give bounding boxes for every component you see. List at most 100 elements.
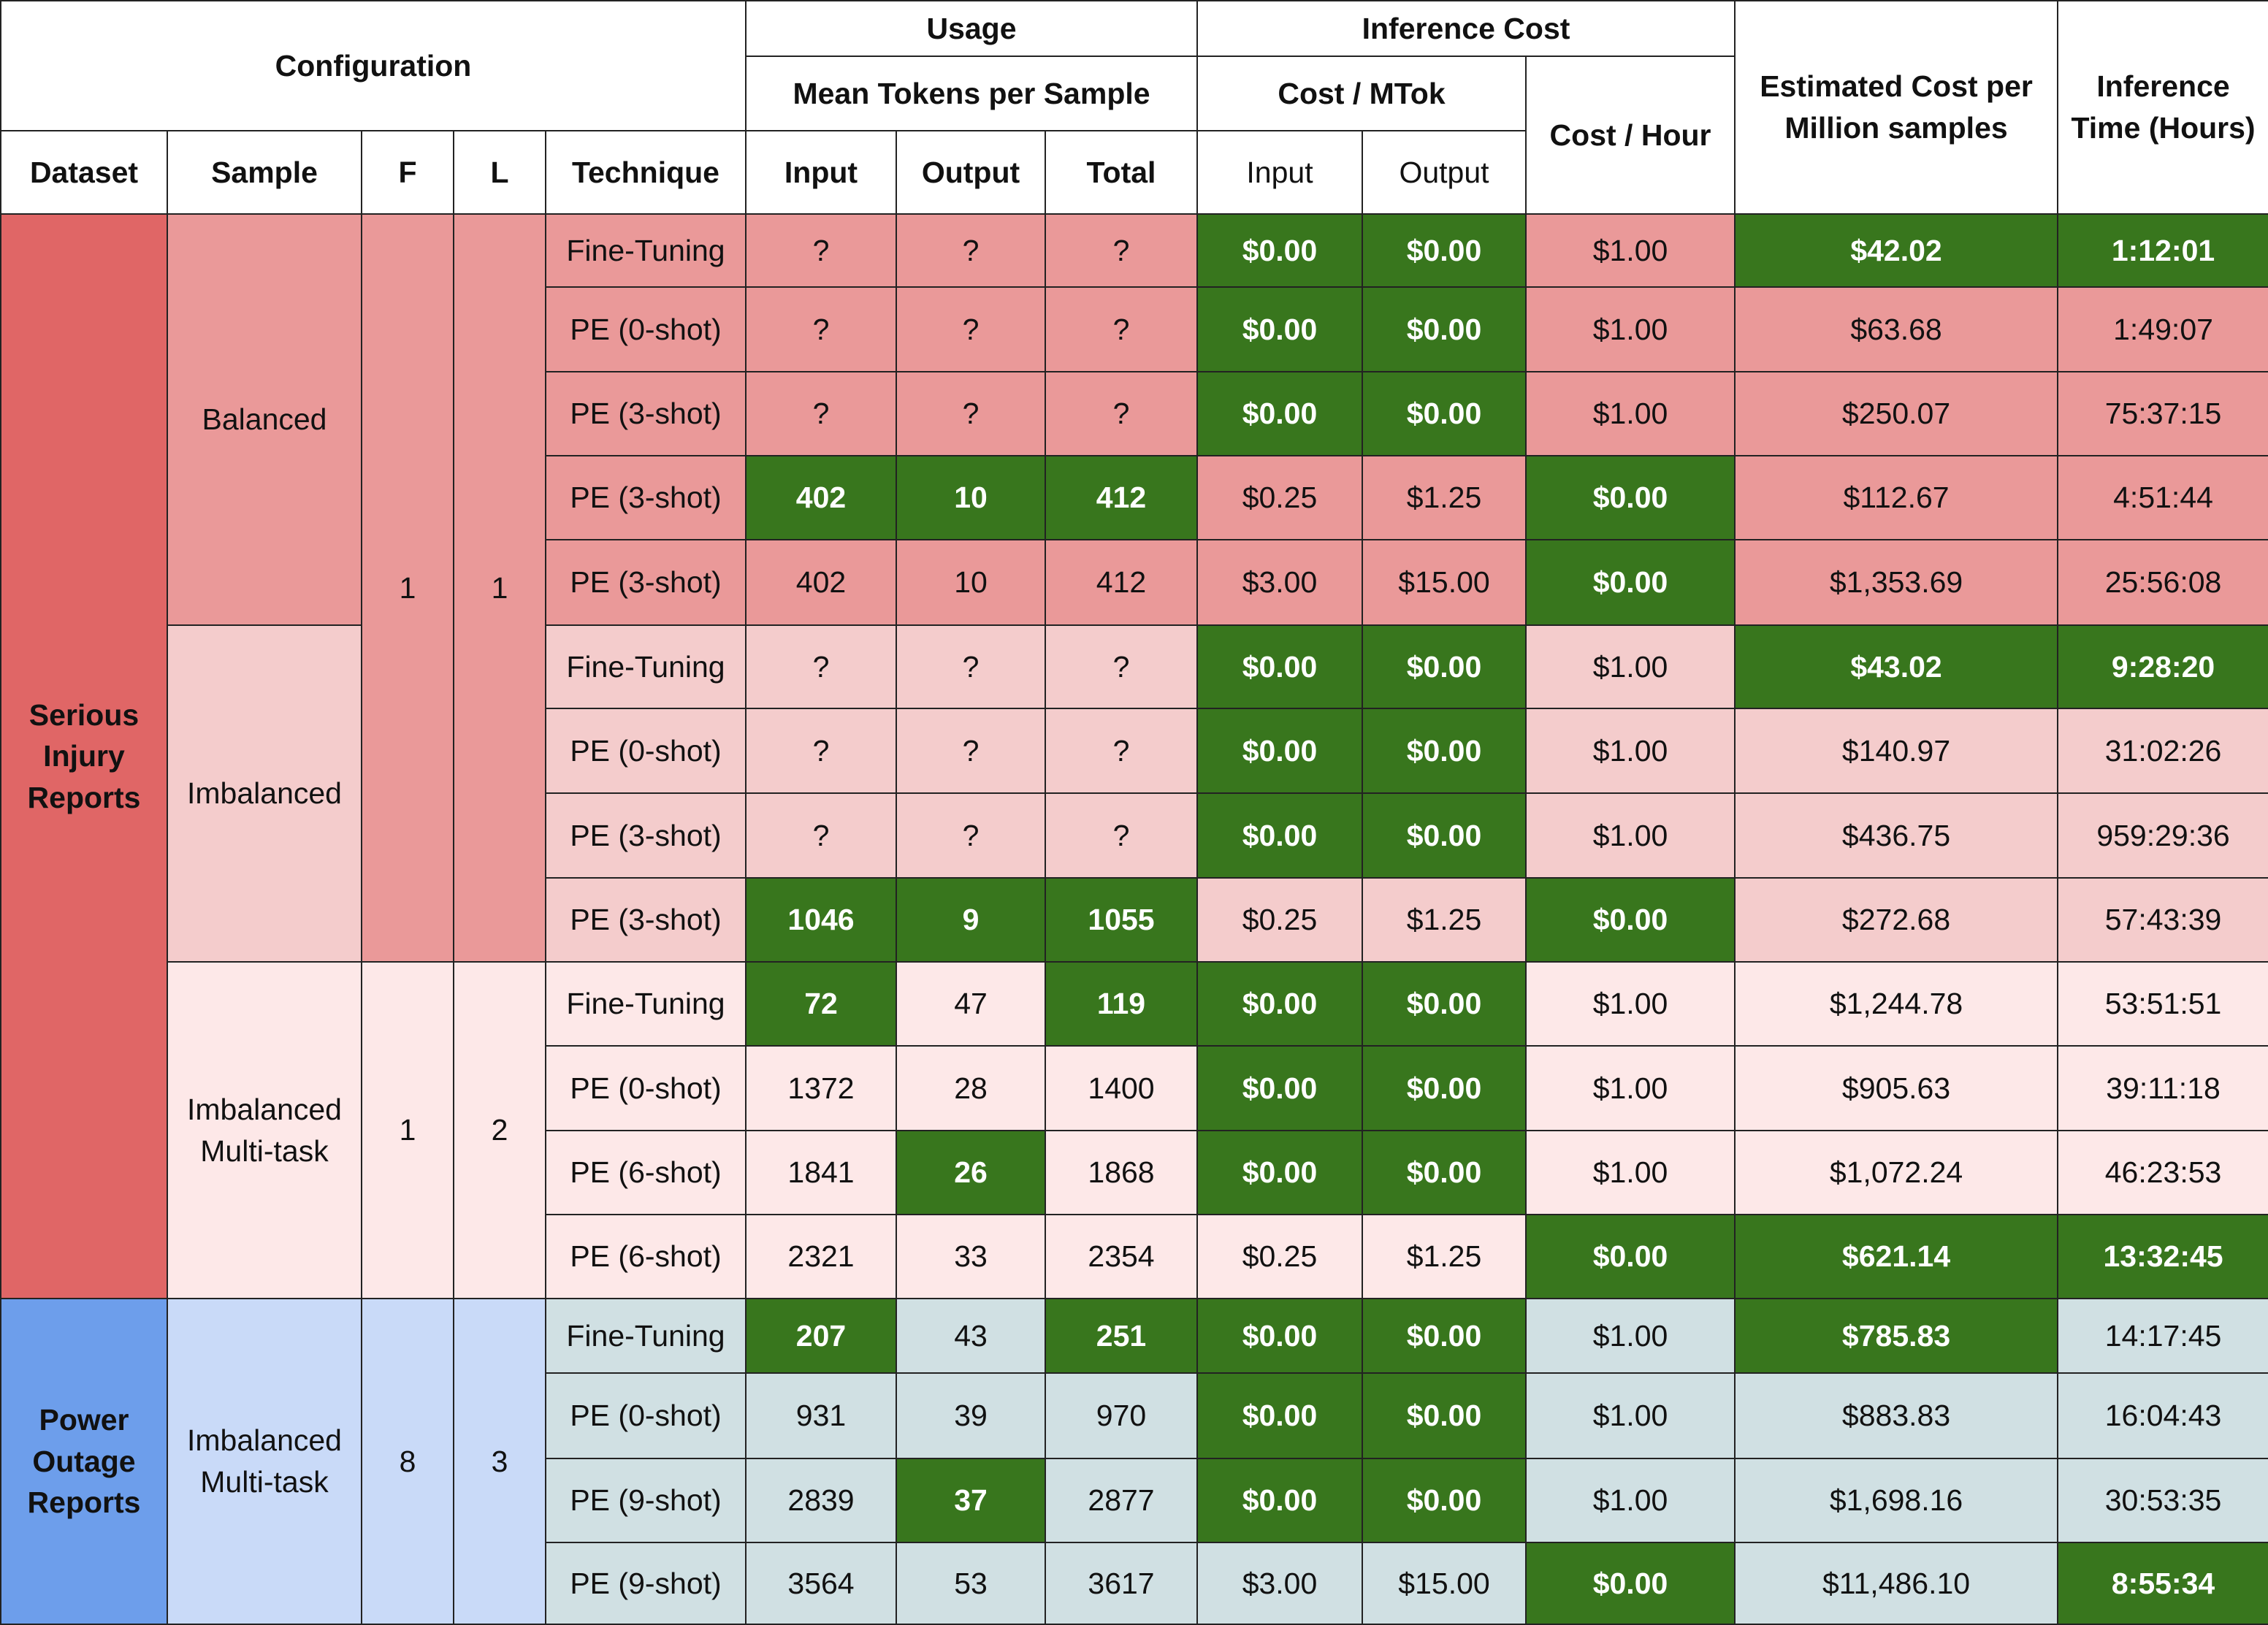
mtok-out-cell: $1.25 [1362, 877, 1527, 963]
sample-imbalanced-multitask-line2: Multi-task [200, 1465, 329, 1499]
mtok-out-cell: $0.00 [1362, 213, 1527, 288]
total-cell: ? [1045, 371, 1198, 456]
time-cell: 8:55:34 [2057, 1542, 2268, 1625]
table-row: PE (0-shot) 931 39 970 $0.00 $0.00 $1.00 $883.8… [1, 1372, 2268, 1459]
dataset-serious-injury-reports-line3: Reports [27, 780, 141, 814]
mtok-in-cell: $0.00 [1196, 1298, 1363, 1374]
mtok-in-cell: $0.00 [1196, 792, 1363, 879]
total-cell: ? [1045, 624, 1198, 709]
input-cell: 1841 [745, 1130, 897, 1215]
time-cell: 13:32:45 [2057, 1214, 2268, 1299]
dataset-serious-injury-reports: Serious Injury Reports [0, 213, 168, 1299]
time-cell: 30:53:35 [2057, 1458, 2268, 1543]
input-cell: 931 [745, 1372, 897, 1459]
technique-cell: PE (0-shot) [545, 708, 747, 794]
mtok-in-cell: $0.25 [1196, 455, 1363, 540]
time-cell: 25:56:08 [2057, 539, 2268, 626]
technique-cell: PE (9-shot) [545, 1458, 747, 1543]
cost-hour-cell: $1.00 [1524, 213, 1736, 288]
mtok-in-cell: $0.00 [1196, 1458, 1363, 1543]
input-cell: ? [745, 213, 897, 288]
time-cell: 39:11:18 [2057, 1045, 2268, 1131]
est-cost-cell: $621.14 [1734, 1214, 2059, 1299]
input-cell: ? [745, 371, 897, 456]
technique-header: Technique [545, 130, 747, 215]
est-cost-cell: $905.63 [1734, 1045, 2059, 1131]
dataset-power-outage-reports-line2: Outage [32, 1444, 136, 1478]
mtok-in-cell: $0.00 [1196, 286, 1363, 372]
est-cost-cell: $883.83 [1734, 1372, 2059, 1459]
dataset-header: Dataset [0, 130, 168, 215]
time-cell: 1:12:01 [2057, 213, 2268, 288]
mtok-out-cell: $1.25 [1362, 1214, 1527, 1299]
sample-header: Sample [167, 130, 362, 215]
cost-hour-cell: $0.00 [1524, 1214, 1736, 1299]
inference-time-header-line2: Time (Hours) [2071, 111, 2256, 145]
input-cell: 402 [745, 455, 897, 540]
output-cell: ? [896, 371, 1046, 456]
table-row: PE (3-shot)??? $0.00 $0.00 $1.00 $436.75 959:… [1, 792, 2268, 879]
table-row: PE (3-shot)??? $0.00 $0.00 $1.00 $250.07 75:3… [1, 371, 2268, 456]
technique-cell: Fine-Tuning [545, 961, 747, 1047]
estimated-cost-header-line1: Estimated Cost per [1760, 69, 2033, 104]
input-cell: ? [745, 792, 897, 879]
technique-cell: PE (6-shot) [545, 1214, 747, 1299]
total-cell: 3617 [1045, 1542, 1198, 1625]
est-cost-cell: $272.68 [1734, 877, 2059, 963]
technique-cell: PE (0-shot) [545, 286, 747, 372]
sample-imbalanced: Imbalanced [167, 624, 362, 963]
technique-cell: Fine-Tuning [545, 213, 747, 288]
input-tokens-header: Input [745, 130, 897, 215]
cost-hour-cell: $1.00 [1524, 1458, 1736, 1543]
est-cost-cell: $63.68 [1734, 286, 2059, 372]
dataset-power-outage-reports: Power Outage Reports [0, 1298, 168, 1625]
output-cell: ? [896, 708, 1046, 794]
mtok-out-cell: $1.25 [1362, 455, 1527, 540]
dataset-power-outage-reports-line1: Power [39, 1403, 129, 1437]
mtok-out-cell: $0.00 [1362, 708, 1527, 794]
est-cost-cell: $11,486.10 [1734, 1542, 2059, 1625]
est-cost-cell: $1,698.16 [1734, 1458, 2059, 1543]
time-cell: 14:17:45 [2057, 1298, 2268, 1374]
f-value: 1 [361, 213, 454, 963]
output-tokens-header: Output [896, 130, 1046, 215]
technique-cell: Fine-Tuning [545, 1298, 747, 1374]
sample-imbalanced-multitask: Imbalanced Multi-task [167, 1298, 362, 1625]
time-cell: 4:51:44 [2057, 455, 2268, 540]
sample-imbalanced-multitask-line1: Imbalanced [187, 1423, 342, 1458]
est-cost-cell: $1,244.78 [1734, 961, 2059, 1047]
cost-hour-cell: $1.00 [1524, 1298, 1736, 1374]
table-row: Power Outage Reports Imbalanced Multi-task 8 3… [0, 1298, 2268, 1625]
mtok-out-cell: $0.00 [1362, 1372, 1527, 1459]
total-cell: 251 [1045, 1298, 1198, 1374]
table-row: PE (3-shot) 1046 9 1055 $0.25 $1.25 $0.00 $272.… [1, 877, 2268, 963]
table-row: PE (6-shot) 2321 33 2354 $0.25 $1.25 $0.00 $621… [1, 1214, 2268, 1299]
time-cell: 31:02:26 [2057, 708, 2268, 794]
total-tokens-header: Total [1045, 130, 1198, 215]
technique-cell: PE (3-shot) [545, 455, 747, 540]
mtok-out-cell: $0.00 [1362, 1130, 1527, 1215]
table-row: PE (6-shot) 1841 26 1868 $0.00 $0.00 $1.00 $1,0… [1, 1130, 2268, 1215]
mtok-in-cell: $0.00 [1196, 213, 1363, 288]
output-cell: ? [896, 286, 1046, 372]
cost-hour-cell: $1.00 [1524, 624, 1736, 709]
inference-time-header: Inference Time (Hours) [2057, 0, 2268, 215]
total-cell: 1055 [1045, 877, 1198, 963]
table-row: PE (0-shot)??? $0.00 $0.00 $1.00 $63.68 1:49:… [1, 286, 2268, 372]
cost-hour-cell: $1.00 [1524, 1372, 1736, 1459]
est-cost-cell: $1,072.24 [1734, 1130, 2059, 1215]
cost-hour-cell: $1.00 [1524, 1045, 1736, 1131]
est-cost-cell: $785.83 [1734, 1298, 2059, 1374]
table-row: PE (3-shot) 402 10 412 $0.25 $1.25 $0.00 $112.6… [1, 455, 2268, 540]
dataset-serious-injury-reports-line1: Serious [28, 697, 140, 732]
dataset-power-outage-reports-line3: Reports [27, 1486, 141, 1520]
f-value: 1 [361, 961, 454, 1299]
total-cell: ? [1045, 792, 1198, 879]
usage-header: Usage [745, 0, 1198, 57]
cost-hour-cell: $1.00 [1524, 1130, 1736, 1215]
total-cell: 1400 [1045, 1045, 1198, 1131]
inference-cost-header: Inference Cost [1196, 0, 1736, 57]
technique-cell: PE (6-shot) [545, 1130, 747, 1215]
cost-hour-cell: $0.00 [1524, 1542, 1736, 1625]
mtok-input-header: Input [1196, 130, 1363, 215]
